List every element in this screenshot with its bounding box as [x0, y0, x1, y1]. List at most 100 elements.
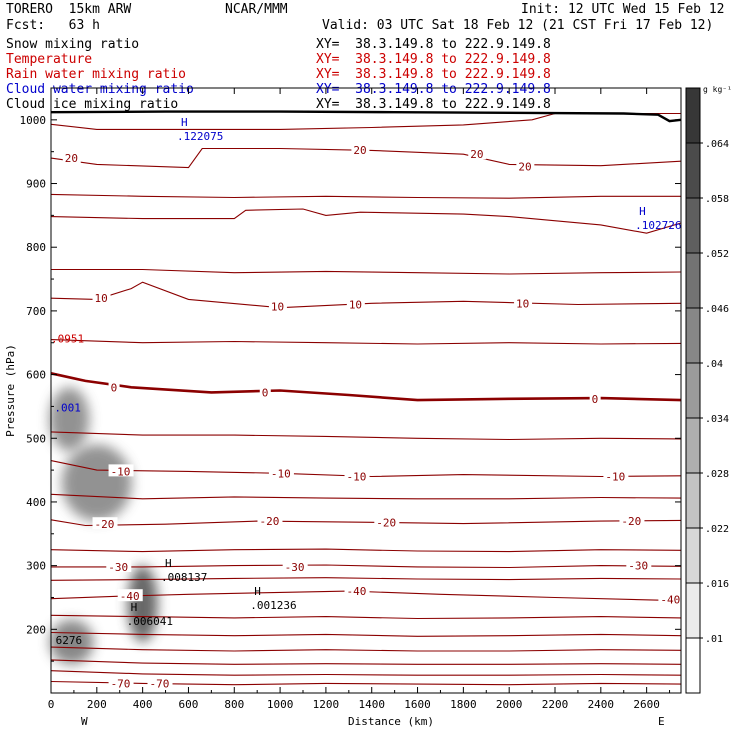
isotherm-label-bg — [514, 296, 533, 309]
colorbar-segment — [686, 143, 700, 198]
max-label: .001236 — [250, 599, 296, 612]
isotherm-label: -30 — [285, 561, 305, 574]
field-label: Temperature — [6, 52, 93, 67]
isotherm-label: -40 — [120, 590, 140, 603]
max-marker: H — [131, 601, 138, 614]
x-tick-label: 2600 — [633, 698, 660, 711]
x-tick-label: 1000 — [267, 698, 294, 711]
field-label: Rain water mixing ratio — [6, 67, 187, 82]
isotherm-label-bg — [626, 558, 652, 571]
field-xy: XY= 38.3.149.8 to 222.9.149.8 — [316, 97, 551, 112]
isotherm-label-bg — [589, 391, 601, 404]
colorbar-tick-label: .016 — [705, 579, 729, 590]
isotherm-label: -20 — [621, 515, 641, 528]
colorbar-tick-label: .052 — [705, 249, 729, 260]
model-title: TORERO 15km ARW — [6, 2, 132, 17]
x-tick-label: 2200 — [542, 698, 569, 711]
isotherm-label: 0 — [111, 381, 118, 394]
isotherm-label: -10 — [271, 467, 291, 480]
colorbar-tick-label: .064 — [705, 139, 729, 150]
isotherm-label: -20 — [259, 515, 279, 528]
y-tick-label: 500 — [26, 432, 46, 445]
max-label: .102726 — [635, 219, 681, 232]
isotherm-label-bg — [351, 142, 370, 155]
isotherm-label: -70 — [111, 677, 131, 690]
isotherm-label-bg — [282, 559, 308, 572]
isotherm-line — [50, 112, 681, 130]
y-tick-label: 300 — [26, 560, 46, 573]
isotherm-label: -40 — [347, 585, 367, 598]
isotherm-label-bg — [117, 589, 143, 602]
colorbar-segment — [686, 473, 700, 528]
isotherm-label-bg — [374, 515, 400, 528]
y-tick-label: 700 — [26, 305, 46, 318]
isotherm-label-bg — [108, 380, 120, 393]
isotherm-label-bg — [268, 466, 294, 479]
isotherm-line — [50, 431, 682, 441]
isotherm-line — [50, 493, 682, 500]
isotherm-label: -20 — [376, 516, 396, 529]
y-tick-label: 800 — [26, 241, 46, 254]
isotherm-label-bg — [259, 385, 271, 398]
isotherm-line — [50, 372, 682, 402]
isotherm-label: -40 — [660, 593, 680, 606]
isotherm-label: -70 — [150, 677, 170, 690]
isotherm-label-bg — [468, 147, 487, 160]
isotherm-label-bg — [658, 592, 684, 605]
colorbar-tick-label: .022 — [705, 524, 729, 535]
isotherm-label-bg — [268, 299, 287, 312]
x-tick-label: 600 — [179, 698, 199, 711]
snow-shading — [61, 444, 132, 522]
y-tick-label: 400 — [26, 496, 46, 509]
colorbar-tick-label: .01 — [705, 634, 723, 645]
isotherm-label: 0 — [262, 386, 269, 399]
isotherm-label-bg — [344, 469, 370, 482]
colorbar-segment — [686, 308, 700, 363]
field-xy: XY= 38.3.149.8 to 222.9.149.8 — [316, 37, 551, 52]
isotherm-label: 10 — [349, 299, 362, 312]
isotherm-line — [50, 680, 682, 686]
max-label: .0951 — [51, 332, 84, 345]
x-tick-label: 200 — [87, 698, 107, 711]
snow-shading — [49, 387, 90, 451]
isotherm-line — [50, 577, 682, 581]
colorbar-segment — [686, 198, 700, 253]
colorbar-segment — [686, 418, 700, 473]
forecast-hour: Fcst: 63 h — [6, 18, 100, 33]
isotherm-line — [50, 147, 682, 169]
isotherm-label: 10 — [516, 297, 529, 310]
isotherm-label: 20 — [353, 144, 366, 157]
colorbar-tick-label: .04 — [705, 359, 723, 370]
colorbar-tick-label: .028 — [705, 469, 729, 480]
isotherm-line — [50, 193, 681, 199]
colorbar-segment — [686, 88, 700, 143]
colorbar-segment — [686, 253, 700, 308]
max-label: 6276 — [56, 634, 83, 647]
plot-frame — [50, 87, 682, 694]
isotherm-label: 20 — [470, 148, 483, 161]
isotherm-line — [50, 208, 682, 234]
isotherm-label: 10 — [95, 292, 108, 305]
isotherm-label: 20 — [518, 160, 531, 173]
field-label: Cloud water mixing ratio — [6, 82, 194, 97]
max-label: .006041 — [127, 615, 173, 628]
y-tick-label: 1000 — [20, 114, 47, 127]
isotherm-label: -10 — [347, 470, 367, 483]
max-label: .122075 — [177, 130, 223, 143]
x-tick-label: 800 — [224, 698, 244, 711]
colorbar-segment — [686, 638, 700, 693]
max-marker: H — [165, 557, 172, 570]
snow-shading — [127, 565, 158, 643]
colorbar-segment — [686, 583, 700, 638]
colorbar-tick-label: .034 — [705, 414, 729, 425]
colorbar-tick-label: .058 — [705, 194, 729, 205]
isotherm-label-bg — [92, 517, 118, 530]
isotherm-line — [50, 339, 682, 345]
isotherm-label-bg — [344, 584, 370, 597]
x-tick-label: 1800 — [450, 698, 477, 711]
field-xy: XY= 38.3.149.8 to 222.9.149.8 — [316, 52, 551, 67]
isotherm-label-bg — [516, 159, 535, 172]
isotherm-label-bg — [108, 464, 134, 477]
max-marker: H — [181, 116, 188, 129]
isotherm-label-bg — [108, 676, 134, 689]
